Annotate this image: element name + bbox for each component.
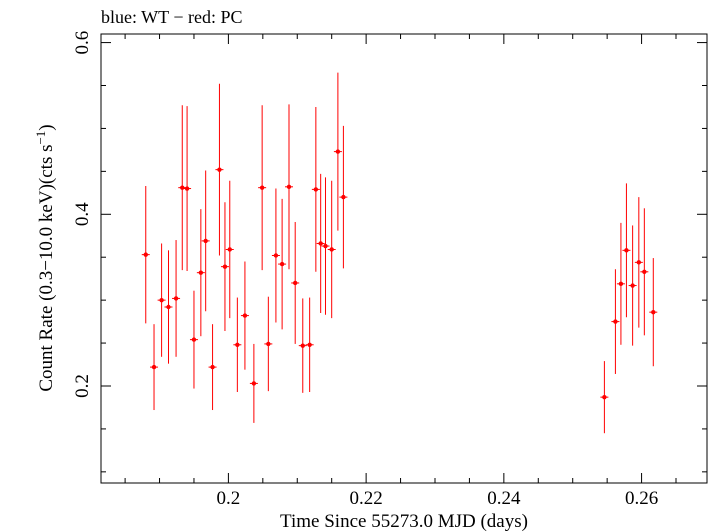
data-point	[189, 290, 198, 389]
point-marker	[651, 309, 656, 315]
point-marker	[235, 342, 240, 347]
point-marker	[323, 243, 328, 249]
data-point	[196, 209, 205, 337]
y-tick-label: 0.6	[72, 31, 93, 55]
point-marker	[173, 296, 179, 301]
x-tick-label: 0.24	[487, 488, 521, 509]
point-marker	[203, 238, 208, 244]
data-point	[634, 197, 643, 328]
data-point	[215, 83, 224, 256]
data-point	[616, 222, 625, 345]
data-point	[240, 261, 249, 370]
data-point	[298, 298, 307, 393]
data-points	[141, 72, 658, 434]
point-marker	[618, 281, 624, 287]
point-marker	[151, 364, 157, 370]
point-marker	[222, 264, 228, 269]
data-point	[611, 269, 620, 374]
y-axis-label-end: )	[36, 124, 57, 130]
data-point	[327, 180, 336, 319]
point-marker	[636, 260, 642, 265]
data-point	[141, 185, 150, 324]
data-point	[311, 106, 320, 272]
point-marker	[341, 194, 346, 200]
point-marker	[259, 185, 265, 190]
data-point	[278, 198, 287, 330]
point-marker	[251, 381, 257, 386]
point-marker	[630, 283, 635, 288]
point-marker	[642, 269, 647, 275]
data-point	[321, 177, 330, 315]
y-tick-label: 0.2	[72, 374, 93, 398]
data-point	[225, 180, 234, 319]
data-point	[640, 208, 649, 336]
data-point	[183, 106, 192, 271]
point-marker	[217, 167, 222, 172]
point-marker	[210, 364, 215, 370]
point-marker	[318, 241, 323, 246]
point-marker	[227, 247, 232, 252]
point-marker	[273, 253, 279, 258]
data-point	[305, 297, 314, 392]
data-point	[264, 296, 273, 392]
point-marker	[307, 342, 312, 347]
x-axis-label: Time Since 55273.0 MJD (days)	[280, 511, 528, 532]
data-point	[291, 222, 300, 344]
point-marker	[166, 304, 171, 310]
tick-labels: 0.2 0.22 0.24 0.26 0.2 0.4 0.6	[72, 31, 658, 509]
data-point	[333, 72, 342, 231]
point-marker	[292, 280, 298, 286]
point-marker	[300, 343, 305, 348]
data-point	[258, 105, 267, 271]
point-marker	[198, 270, 204, 275]
data-point	[164, 250, 173, 364]
axis-ticks	[101, 34, 707, 483]
point-marker	[180, 185, 185, 190]
point-marker	[613, 319, 618, 324]
data-point	[208, 324, 217, 411]
data-point	[600, 361, 609, 434]
data-point	[172, 240, 181, 357]
point-marker	[313, 187, 319, 192]
point-marker	[159, 297, 164, 303]
data-point	[339, 125, 348, 269]
point-marker	[242, 313, 248, 318]
data-point	[150, 324, 159, 411]
data-point	[201, 170, 210, 312]
y-axis-label-main: Count Rate (0.3−10.0 keV)(cts s	[36, 145, 57, 392]
y-axis-label-exponent: −1	[33, 131, 48, 145]
data-point	[649, 258, 658, 367]
point-marker	[143, 252, 148, 257]
y-axis-label: Count Rate (0.3−10.0 keV)(cts s−1)	[33, 124, 57, 391]
data-point	[284, 104, 293, 270]
y-tick-label: 0.4	[72, 202, 93, 226]
x-tick-label: 0.22	[350, 488, 383, 509]
data-point	[220, 202, 229, 332]
x-tick-label: 0.2	[217, 488, 241, 509]
point-marker	[335, 149, 341, 154]
data-point	[271, 188, 280, 323]
point-marker	[286, 184, 292, 190]
point-marker	[266, 341, 271, 347]
point-marker	[329, 247, 334, 252]
data-point	[157, 243, 166, 357]
chart-title: blue: WT − red: PC	[101, 7, 242, 27]
data-point	[233, 297, 242, 392]
point-marker	[184, 186, 190, 191]
plot-frame	[100, 33, 708, 484]
x-tick-label: 0.26	[625, 488, 658, 509]
data-point	[249, 343, 258, 423]
point-marker	[279, 261, 285, 267]
data-point	[628, 225, 637, 346]
data-point	[622, 183, 631, 318]
point-marker	[602, 394, 607, 400]
point-marker	[624, 248, 629, 253]
point-marker	[191, 337, 197, 342]
data-point	[316, 173, 325, 314]
